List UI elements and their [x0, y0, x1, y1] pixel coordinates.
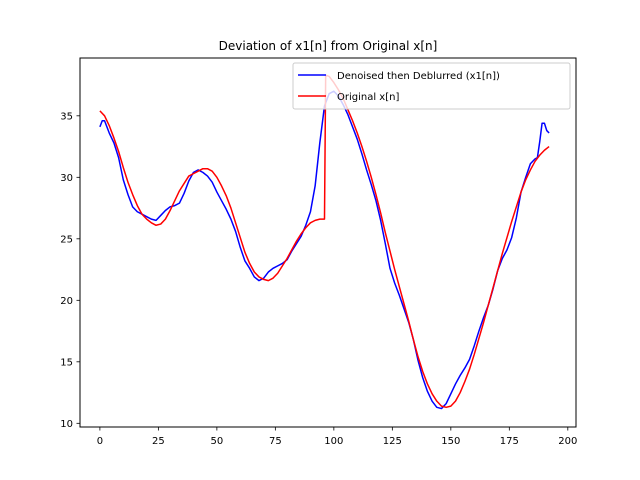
y-tick-label: 20 [60, 296, 73, 307]
legend: Denoised then Deblurred (x1[n]) Original… [292, 62, 571, 110]
y-tick-label: 25 [60, 234, 73, 245]
y-axis-ticks: 10 15 20 25 30 35 [60, 111, 80, 430]
y-tick-label: 10 [60, 419, 73, 430]
y-tick-label: 35 [60, 111, 73, 122]
legend-label-denoised: Denoised then Deblurred (x1[n]) [337, 71, 500, 82]
x-tick-label: 125 [383, 436, 402, 447]
legend-label-original: Original x[n] [337, 92, 399, 103]
x-tick-label: 200 [558, 436, 577, 447]
axes-frame [79, 57, 577, 428]
x-tick-label: 25 [152, 436, 165, 447]
x-tick-label: 0 [97, 436, 103, 447]
x-tick-label: 175 [500, 436, 519, 447]
x-tick-label: 150 [441, 436, 460, 447]
x-tick-label: 75 [269, 436, 282, 447]
y-tick-label: 30 [60, 173, 73, 184]
chart-title: Deviation of x1[n] from Original x[n] [219, 39, 438, 53]
series-line-original [99, 74, 550, 409]
x-axis-ticks: 0 25 50 75 100 125 150 175 200 [97, 427, 577, 447]
x-tick-label: 100 [324, 436, 343, 447]
x-tick-label: 50 [211, 436, 224, 447]
y-tick-label: 15 [60, 357, 73, 368]
legend-box [292, 62, 571, 110]
